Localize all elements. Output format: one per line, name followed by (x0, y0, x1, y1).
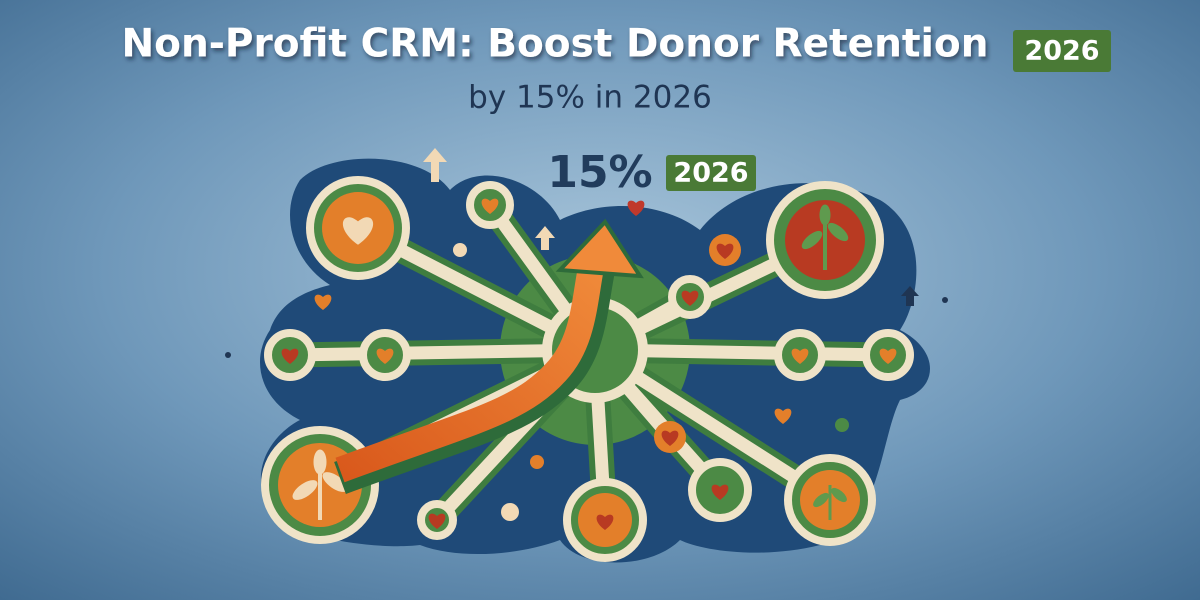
title: Non-Profit CRM: Boost Donor Retention (122, 22, 989, 67)
title-badge: 2026 (1024, 36, 1099, 67)
growth-arrow-part (335, 259, 605, 483)
decor-part (901, 286, 919, 306)
subtitle: by 15% in 2026 (468, 80, 712, 116)
leaves-part-part (819, 204, 831, 226)
decor-part (530, 455, 544, 469)
decor (225, 148, 948, 521)
leaves-part (292, 480, 318, 500)
decor-part (423, 148, 447, 182)
decor-part (942, 297, 948, 303)
leaves-part (801, 204, 849, 520)
title-badge-bg (1013, 30, 1111, 72)
decor-part (835, 418, 849, 432)
leaves-part-part (813, 492, 829, 508)
figure: 15% (547, 147, 652, 198)
leaves-part-part (801, 230, 823, 250)
leaves-part-part (827, 222, 849, 242)
decor-part (453, 243, 467, 257)
decor-part (225, 352, 231, 358)
leaves-part-part (831, 487, 847, 503)
decor-part (501, 503, 519, 521)
leaves-part (313, 449, 327, 475)
figure-badge-bg (666, 155, 756, 191)
decor-part (535, 226, 555, 250)
growth-arrow-part (555, 218, 644, 279)
leaves (292, 204, 849, 520)
figure-badge: 2026 (673, 158, 748, 189)
growth-arrow (334, 218, 644, 494)
